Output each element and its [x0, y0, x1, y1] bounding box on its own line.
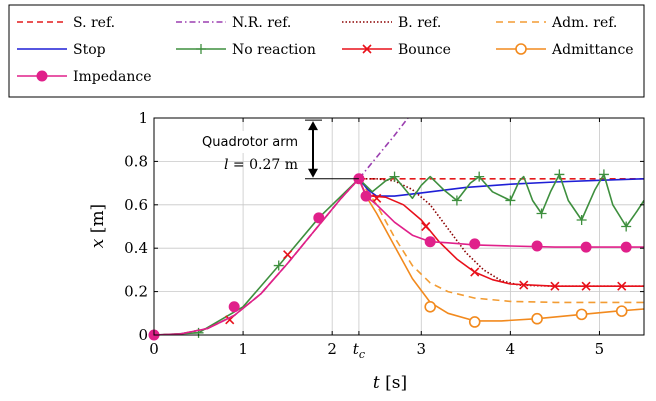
data-point — [283, 250, 293, 260]
legend-entry: N.R. ref. — [176, 15, 291, 31]
data-point — [576, 214, 587, 225]
data-point — [474, 171, 485, 182]
legend-label: S. ref. — [73, 15, 115, 31]
legend-entry: Admittance — [496, 42, 634, 58]
legend-label: Admittance — [551, 42, 634, 58]
legend-label: No reaction — [232, 42, 316, 58]
legend-entry: S. ref. — [17, 15, 115, 31]
data-point — [469, 238, 481, 250]
series-admittance — [358, 178, 645, 328]
x-tick-label: 4 — [506, 340, 516, 358]
data-point — [389, 171, 400, 182]
y-tick-label: 0.4 — [124, 239, 148, 257]
legend-marker — [362, 44, 372, 54]
legend-entry: No reaction — [176, 42, 316, 58]
y-tick-label: 0.8 — [124, 152, 148, 170]
data-point — [505, 195, 516, 206]
series-line — [358, 178, 644, 304]
y-axis-label: x [m] — [88, 204, 108, 248]
legend-label: Bounce — [398, 42, 451, 58]
legend-entry: B. ref. — [342, 15, 441, 31]
x-tick-label: tc — [353, 340, 365, 361]
y-tick-label: 1 — [138, 109, 148, 127]
x-tick-label: 2 — [327, 340, 337, 358]
x-axis-label: t [s] — [373, 373, 407, 393]
legend: S. ref. N.R. ref. B. ref. Adm. ref. Stop No r… — [8, 4, 645, 98]
series-line — [153, 178, 644, 336]
data-point — [621, 221, 632, 232]
data-point — [581, 281, 591, 291]
legend-label: Adm. ref. — [551, 15, 617, 31]
data-point — [451, 195, 462, 206]
legend-label: Stop — [73, 42, 106, 58]
annotation-arrow-head-down — [308, 168, 318, 178]
data-point — [615, 305, 628, 317]
legend-label: B. ref. — [398, 15, 441, 31]
series-line — [358, 178, 645, 322]
annotation-formula: l = 0.27 m — [224, 157, 298, 173]
data-point — [580, 241, 592, 253]
axes-frame — [153, 117, 645, 336]
y-tick-label: 0 — [138, 326, 148, 344]
data-point — [531, 312, 543, 325]
legend-entry: Adm. ref. — [496, 15, 617, 31]
data-point — [519, 280, 529, 290]
data-point — [598, 169, 609, 180]
x-tick-label: 0 — [149, 340, 159, 358]
legend-entry: Impedance — [17, 69, 152, 85]
annotation-arrow-head-up — [308, 121, 318, 131]
data-point — [228, 301, 240, 313]
legend-entry: Stop — [17, 42, 106, 58]
series-line — [358, 178, 645, 197]
series-bounce — [225, 178, 644, 325]
data-point — [575, 308, 588, 321]
series-no-reaction — [153, 169, 645, 338]
legend-frame — [8, 4, 645, 98]
y-tick-label: 0.6 — [124, 196, 148, 214]
legend-marker — [196, 44, 206, 54]
data-point — [372, 193, 382, 203]
data-point — [536, 208, 547, 219]
arm-annotation: Quadrotor arm l = 0.27 m — [174, 119, 359, 180]
x-tick-label: 1 — [238, 340, 248, 358]
data-point — [550, 281, 560, 291]
series-adm-ref — [358, 178, 644, 304]
data-point — [620, 241, 632, 253]
data-point — [273, 260, 284, 271]
data-point — [313, 212, 325, 224]
legend-marker — [36, 70, 48, 82]
data-point — [360, 190, 372, 202]
legend-marker — [515, 43, 527, 55]
legend-entry: Bounce — [342, 42, 451, 58]
annotation-title: Quadrotor arm — [202, 135, 298, 150]
series-stop — [358, 178, 645, 197]
data-point — [617, 281, 627, 291]
data-point — [531, 240, 543, 252]
legend-label: Impedance — [73, 69, 152, 85]
data-point — [424, 236, 436, 248]
data-point — [470, 267, 480, 277]
annotation-label-bg — [174, 131, 298, 153]
plot-area: 0 1 2 tc 3 4 5 0 0.2 0.4 0.6 0.8 1 Quadrotor arm l = … — [124, 109, 645, 361]
data-point — [468, 316, 481, 328]
y-tick-label: 0.2 — [124, 283, 148, 301]
data-point — [554, 169, 565, 180]
data-point — [424, 300, 436, 313]
x-tick-label: 3 — [416, 340, 426, 358]
legend-label: N.R. ref. — [232, 15, 291, 31]
x-tick-label: 5 — [595, 340, 605, 358]
data-point — [421, 221, 431, 232]
